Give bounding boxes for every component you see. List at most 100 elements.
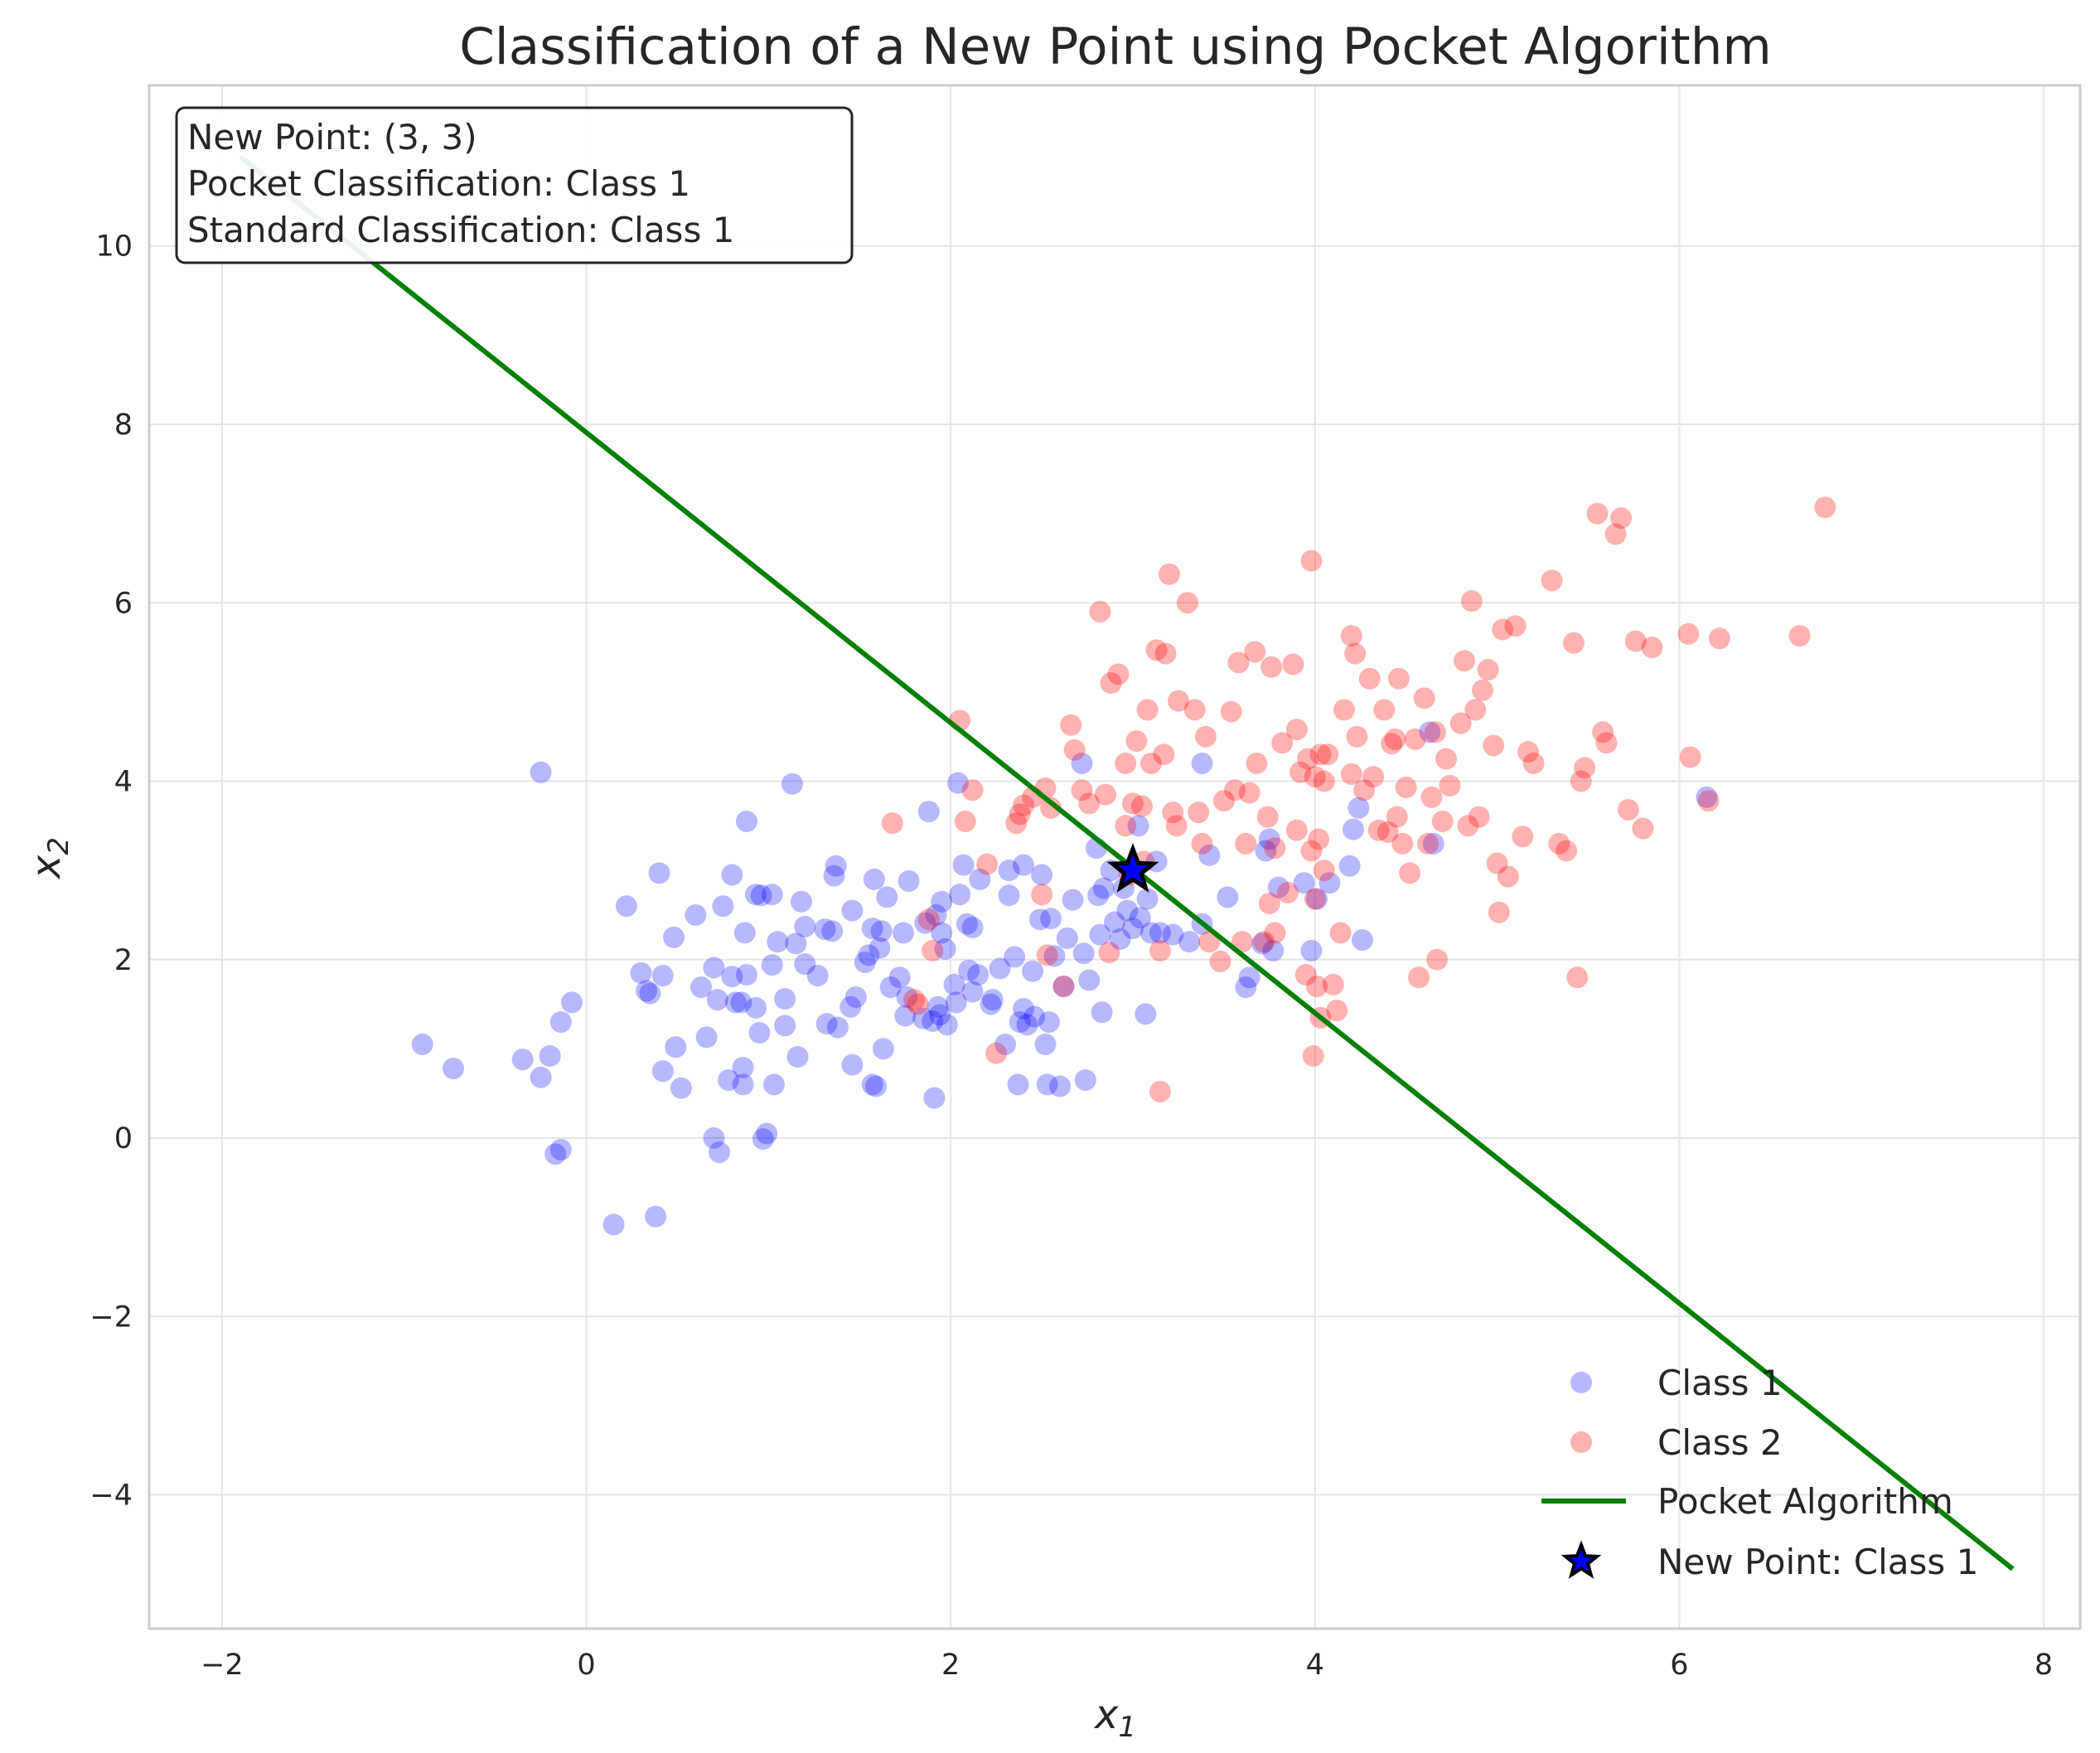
class-2-point — [1256, 806, 1279, 828]
class-1-point — [724, 991, 747, 1014]
class-2-point — [1574, 757, 1596, 779]
class-1-point — [1140, 922, 1162, 944]
class-1-point — [1127, 815, 1149, 837]
class-1-point — [721, 966, 743, 988]
class-2-point — [1154, 642, 1177, 665]
class-2-point — [903, 989, 926, 1011]
class-1-point — [630, 961, 652, 984]
class-1-point — [706, 989, 728, 1011]
class-1-point — [735, 810, 757, 832]
class-1-point — [888, 966, 911, 989]
class-2-point — [1477, 658, 1499, 680]
class-1-point — [893, 922, 915, 944]
class-2-point — [1492, 618, 1514, 641]
class-2-point — [1435, 748, 1458, 770]
class-1-point — [1217, 886, 1239, 908]
legend-label-new-point: New Point: Class 1 — [1657, 1542, 1978, 1582]
class-1-point — [945, 991, 967, 1014]
class-1-point — [530, 761, 552, 783]
class-1-point — [544, 1143, 567, 1165]
class-1-point — [1121, 918, 1144, 940]
class-2-point — [1191, 832, 1213, 855]
info-standard-classification: Standard Classification: Class 1 — [187, 210, 734, 250]
class-1-point — [872, 1038, 894, 1060]
class-1-point — [794, 953, 816, 976]
class-1-point — [1074, 1069, 1096, 1092]
class-2-point — [1063, 738, 1086, 761]
class-1-point — [761, 954, 783, 976]
class-1-point — [748, 1022, 771, 1044]
class-2-point — [1522, 752, 1545, 774]
class-1-point — [826, 1016, 849, 1039]
class-2-point — [1381, 733, 1403, 755]
y-tick-label: 0 — [114, 1122, 133, 1155]
class-2-point — [1125, 730, 1148, 753]
class-2-point — [1497, 865, 1519, 888]
class-2-point — [1333, 699, 1355, 721]
class-2-point — [1071, 779, 1093, 801]
class-1-point — [1038, 1011, 1060, 1034]
class-2-point — [1276, 882, 1299, 904]
class-2-point — [1512, 826, 1534, 848]
y-tick-label: 10 — [95, 230, 133, 264]
x-axis-label-main: x — [1093, 1692, 1119, 1738]
class-2-point — [1238, 782, 1260, 804]
class-1-point — [1004, 946, 1026, 968]
plot-area — [239, 154, 2015, 1571]
class-2-point — [1426, 948, 1449, 971]
class-2-point — [1788, 625, 1811, 647]
class-2-point — [1483, 734, 1505, 757]
new-point-star-marker — [1106, 843, 1159, 893]
class-2-point — [1641, 637, 1663, 659]
grid — [149, 85, 2080, 1629]
class-1-point — [1300, 940, 1323, 962]
class-1-point — [1348, 797, 1370, 819]
class-2-point — [1632, 817, 1654, 840]
class-2-point — [1373, 699, 1396, 721]
y-tick-label: 6 — [114, 587, 133, 620]
class-1-point — [952, 854, 975, 876]
class-1-point — [917, 801, 940, 823]
class-1-point — [718, 1069, 739, 1092]
class-1-point — [530, 1066, 552, 1088]
x-tick-label: 2 — [941, 1649, 960, 1682]
class-2-point — [1408, 966, 1430, 989]
class-2-point — [1244, 641, 1266, 663]
y-tick-label: 2 — [114, 944, 133, 977]
class-1-point — [858, 944, 880, 966]
class-2-point — [1224, 779, 1246, 801]
class-2-point — [1344, 642, 1367, 665]
class-1-point — [1305, 888, 1328, 910]
class-1-point — [1056, 927, 1078, 949]
class-2-point — [1130, 795, 1153, 817]
class-2-point — [1460, 590, 1483, 613]
class-2-point — [1115, 815, 1137, 837]
class-2-point — [1413, 687, 1435, 709]
y-tick-label: 4 — [114, 766, 133, 799]
class-2-point — [1260, 656, 1283, 678]
legend: Class 1 Class 2 Pocket Algorithm New Poi… — [1541, 1363, 1978, 1582]
class-2-point — [1308, 828, 1330, 850]
class-1-point — [549, 1011, 572, 1034]
y-axis-label: x2 — [23, 837, 75, 880]
class-1-point — [1062, 889, 1084, 911]
class-1-point — [998, 884, 1020, 907]
class-1-point — [1071, 752, 1093, 774]
class-1-point — [946, 772, 969, 794]
x-axis-label: x1 — [1093, 1692, 1136, 1744]
class-2-point — [1457, 815, 1479, 837]
class-1-point — [1235, 976, 1257, 999]
legend-marker-class-2 — [1570, 1431, 1592, 1453]
class-1-point — [733, 922, 756, 944]
class-2-point — [1145, 639, 1168, 661]
legend-label-class-1: Class 1 — [1657, 1363, 1783, 1403]
series-class-2 — [881, 496, 1836, 1103]
class-2-point — [1153, 743, 1175, 766]
class-2-point — [1149, 1081, 1171, 1103]
class-1-point — [896, 985, 918, 1008]
class-2-point — [1708, 627, 1730, 650]
class-2-point — [1300, 550, 1323, 572]
chart-title: Classification of a New Point using Pock… — [459, 17, 1772, 76]
class-1-point — [961, 917, 984, 939]
